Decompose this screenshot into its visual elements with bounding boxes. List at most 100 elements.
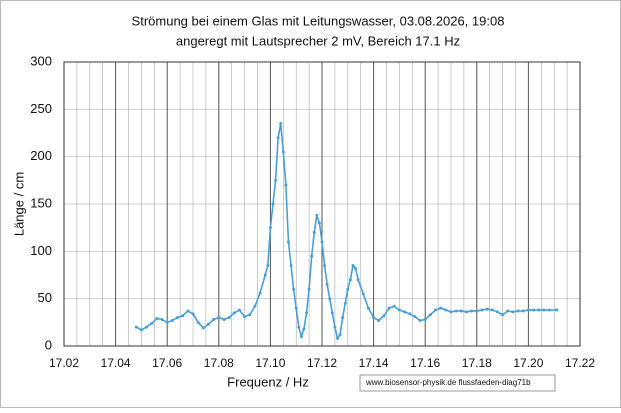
data-point [299,335,303,339]
data-point [547,308,551,312]
data-point [145,325,149,329]
data-point [403,310,407,314]
data-point [354,266,358,270]
data-point [333,325,337,329]
data-point [392,304,396,308]
data-point [521,309,525,313]
annotation-box [359,374,556,392]
x-tick-label: 17.12 [307,356,337,370]
data-point [212,317,216,321]
data-point [361,292,365,296]
data-point [428,313,432,317]
x-tick-label: 17.02 [49,356,79,370]
y-axis-label: Länge / cm [11,172,26,236]
data-point [423,317,427,321]
data-point [346,287,350,291]
data-point [343,301,347,305]
data-point [266,264,270,268]
data-point [555,308,559,312]
data-point [454,309,458,313]
data-point [439,306,443,310]
data-point [217,316,221,320]
data-point [485,307,489,311]
data-point [315,213,319,217]
data-point [248,313,252,317]
data-point [310,254,314,258]
data-point [397,308,401,312]
data-point [279,122,283,126]
data-point [196,320,200,324]
data-point [351,264,355,268]
data-point [284,183,288,187]
data-point [372,316,376,320]
data-point [294,306,298,310]
data-point [160,317,164,321]
data-point [475,309,479,313]
data-point [377,318,381,322]
data-point [526,308,530,312]
data-point [537,308,541,312]
data-point [317,221,321,225]
data-point [501,313,505,317]
data-point [181,314,185,318]
data-point [480,308,484,312]
data-point [320,240,324,244]
data-point [150,321,154,325]
data-point [532,308,536,312]
x-axis-label: Frequenz / Hz [227,374,309,389]
y-tick-label: 50 [38,290,52,305]
data-point [464,310,468,314]
data-point [328,297,332,301]
data-point [307,287,311,291]
data-point [408,312,412,316]
data-point [274,178,278,182]
x-tick-label: 17.18 [462,356,492,370]
data-point [325,282,329,286]
data-point [281,150,285,154]
x-tick-label: 17.16 [410,356,440,370]
data-point [418,318,422,322]
y-tick-label: 200 [30,148,52,163]
x-tick-label: 17.04 [101,356,131,370]
data-point [237,308,241,312]
data-point [232,311,236,315]
data-point [356,278,360,282]
data-point [263,273,267,277]
series-line [135,123,557,341]
data-point [206,322,210,326]
data-point [286,240,290,244]
data-point [366,306,370,310]
x-tick-label: 17.14 [359,356,389,370]
data-point [348,278,352,282]
plot-border [63,61,581,347]
data-point [276,136,280,140]
data-point [292,287,296,291]
y-tick-label: 100 [30,243,52,258]
data-point [490,308,494,312]
y-tick-label: 0 [45,337,52,352]
x-tick-label: 17.06 [152,356,182,370]
data-point [470,309,474,313]
data-point [312,230,316,234]
y-tick-label: 250 [30,101,52,116]
data-point [227,316,231,320]
x-tick-label: 17.08 [204,356,234,370]
data-point [335,336,339,340]
annotation: www.biosensor-physik.de flussfaeden-diag… [365,378,531,387]
data-point [170,318,174,322]
data-point [387,306,391,310]
x-tick-label: 17.10 [255,356,285,370]
data-point [222,317,226,321]
data-point [511,310,515,314]
data-point [139,328,143,332]
data-point [459,309,463,313]
data-point [289,264,293,268]
data-point [302,327,306,331]
x-tick-label: 17.20 [513,356,543,370]
y-tick-label: 300 [30,53,52,68]
data-point [268,226,272,230]
data-point [434,308,438,312]
data-point [338,333,342,337]
data-point [191,312,195,316]
